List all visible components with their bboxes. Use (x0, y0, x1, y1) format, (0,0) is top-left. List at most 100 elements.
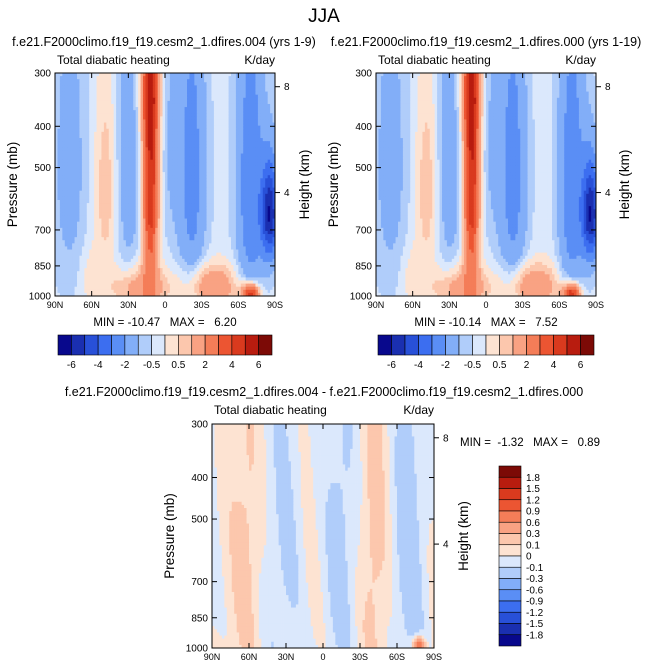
panel-1-cell (191, 169, 195, 173)
panel-1-cell (67, 76, 71, 80)
panel-1-cell (250, 100, 254, 105)
panel-1-cell (116, 153, 119, 158)
panel-1-cell (77, 221, 80, 226)
panel-1-cell (182, 184, 185, 188)
panel-1-cell (157, 131, 161, 136)
panel-1-cell (272, 144, 276, 148)
panel-1-cell (121, 138, 124, 142)
panel-1-cell (194, 85, 198, 89)
panel-1-cell (189, 187, 193, 192)
panel-1-cell (89, 128, 93, 133)
panel-1-cell (106, 159, 110, 164)
panel-1-cell (199, 153, 203, 158)
panel-1-cell (101, 165, 105, 170)
panel-1-cell (72, 169, 75, 173)
panel-1-cell (157, 206, 161, 210)
panel-1-cell (240, 212, 244, 216)
panel-1-cell (191, 159, 195, 164)
panel-1-cell (140, 184, 144, 188)
panel-1-cell (89, 212, 93, 216)
panel-1-cell (152, 218, 156, 223)
panel-1-cell (128, 134, 132, 139)
panel-1-cell (182, 159, 185, 164)
panel-1-cell (128, 209, 132, 213)
panel-1-cell (218, 175, 222, 179)
panel-1-cell (194, 82, 198, 86)
panel-1-cell (204, 190, 207, 195)
panel-1-cell (174, 221, 178, 226)
panel-1-cell (84, 116, 88, 120)
panel-1-cell (270, 230, 273, 235)
panel-1-cell (189, 159, 193, 164)
panel-1-cell (74, 144, 78, 148)
panel-1-cell (167, 237, 171, 241)
panel-1-cell (221, 172, 225, 176)
panel-1-cell (169, 119, 173, 123)
panel-1-cell (86, 227, 90, 232)
panel-1-cell (152, 237, 156, 241)
panel-1-cell (270, 184, 273, 188)
panel-1-cell (182, 224, 185, 229)
panel-1-cell (267, 100, 271, 105)
panel-1-cell (138, 209, 141, 213)
panel-1-cell (64, 175, 68, 179)
panel-1-cell (262, 209, 266, 213)
panel-1-cell (74, 131, 78, 136)
panel-1-cell (187, 156, 190, 161)
panel-1-cell (223, 88, 227, 92)
panel-1-cell (262, 88, 266, 92)
panel-1-cell (199, 100, 203, 105)
panel-1-cell (72, 215, 75, 219)
panel-1-cell (191, 215, 195, 219)
panel-1-cell (206, 234, 210, 238)
panel-1-cell (165, 199, 168, 204)
panel-1-cell (130, 73, 134, 77)
panel-1-cell (235, 187, 239, 192)
panel-1-cell (86, 144, 90, 148)
panel-1-cell (55, 190, 58, 195)
panel-1-cell (216, 234, 220, 238)
panel-1-cell (262, 169, 266, 173)
panel-1-cell (231, 153, 234, 158)
panel-1-cell (79, 184, 83, 188)
panel-1-cell (116, 215, 119, 219)
panel-1-cell (150, 91, 154, 96)
panel-1-cell (103, 234, 107, 238)
panel-1-cell (84, 113, 88, 117)
panel-1-cell (128, 131, 132, 136)
panel-1-cell (74, 224, 78, 229)
panel-1-cell (94, 162, 97, 167)
panel-1-cell (121, 73, 124, 77)
panel-1-cell (111, 128, 115, 133)
panel-1-cell (235, 227, 239, 232)
panel-1-cell (143, 73, 146, 77)
panel-1-cell (59, 243, 63, 247)
panel-1-cell (213, 150, 217, 154)
panel-1-cell (169, 218, 173, 223)
panel-1-cell (221, 209, 225, 213)
panel-1-cell (99, 119, 102, 123)
panel-1-cell (182, 212, 185, 216)
panel-1-cell (72, 184, 75, 188)
panel-1-cell (86, 159, 90, 164)
panel-1-cell (272, 91, 276, 96)
panel-1-cell (235, 122, 239, 127)
panel-1-cell (187, 91, 190, 96)
panel-1-cell (157, 178, 161, 182)
panel-1-cell (240, 218, 244, 223)
panel-1-cell (257, 110, 261, 114)
panel-1-cell (257, 172, 261, 176)
panel-1-cell (194, 103, 198, 108)
panel-1-cell (130, 88, 134, 92)
panel-1-cell (89, 73, 93, 77)
panel-1-cell (255, 76, 259, 80)
panel-1-cell (211, 73, 215, 77)
panel-1-cell (262, 73, 266, 77)
panel-1-cell (255, 144, 259, 148)
panel-1-cell (221, 193, 225, 198)
panel-1-cell (77, 113, 80, 117)
panel-1-cell (209, 107, 212, 111)
panel-1-cell (133, 224, 137, 229)
panel-1-cell (143, 138, 146, 142)
panel-1-cell (123, 103, 127, 108)
